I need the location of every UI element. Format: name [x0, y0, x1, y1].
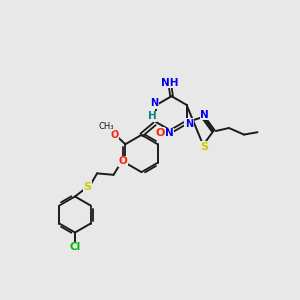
- Text: CH₃: CH₃: [99, 122, 114, 131]
- Text: N: N: [200, 110, 209, 119]
- Text: S: S: [84, 182, 92, 192]
- Text: NH: NH: [161, 78, 179, 88]
- Text: Cl: Cl: [69, 242, 81, 253]
- Text: O: O: [118, 156, 127, 166]
- Text: H: H: [148, 111, 156, 121]
- Text: N: N: [185, 119, 193, 129]
- Text: S: S: [201, 142, 209, 152]
- Text: N: N: [165, 128, 173, 138]
- Text: O: O: [155, 128, 165, 137]
- Text: N: N: [150, 98, 158, 108]
- Text: O: O: [111, 130, 119, 140]
